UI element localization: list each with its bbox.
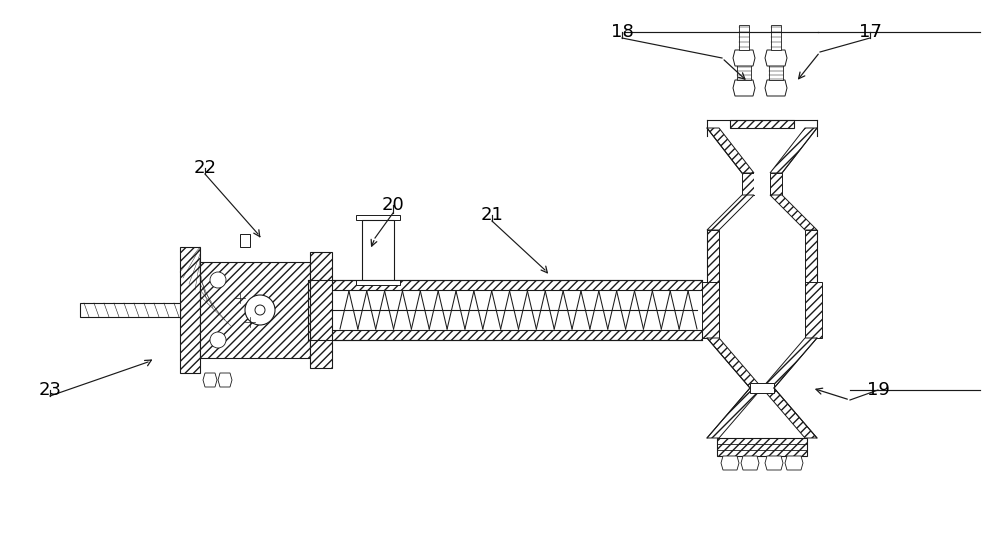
Polygon shape [707, 338, 762, 388]
Bar [750, 383, 774, 393]
Bar [739, 25, 749, 50]
Circle shape [210, 272, 226, 288]
Bar [80, 303, 180, 317]
Text: 22: 22 [194, 159, 217, 177]
Polygon shape [203, 373, 217, 387]
Bar [754, 173, 770, 195]
Polygon shape [707, 195, 754, 230]
Bar [240, 234, 250, 247]
Text: 20: 20 [382, 196, 404, 214]
Bar [356, 215, 400, 220]
Text: 18: 18 [611, 23, 633, 41]
Polygon shape [765, 50, 787, 66]
Polygon shape [707, 388, 762, 438]
Polygon shape [770, 195, 817, 230]
Polygon shape [770, 128, 817, 173]
Bar [737, 65, 751, 80]
Polygon shape [310, 252, 332, 368]
Polygon shape [200, 262, 310, 358]
Bar [771, 25, 781, 50]
Polygon shape [741, 456, 759, 470]
Circle shape [255, 305, 265, 315]
Polygon shape [805, 230, 817, 290]
Bar [717, 438, 807, 456]
Bar [356, 280, 400, 285]
Polygon shape [785, 456, 803, 470]
Polygon shape [180, 247, 200, 373]
Polygon shape [308, 330, 702, 340]
Text: 21: 21 [481, 206, 503, 224]
Polygon shape [742, 173, 754, 195]
Polygon shape [721, 456, 739, 470]
Text: 23: 23 [39, 381, 62, 399]
Polygon shape [733, 80, 755, 96]
Polygon shape [707, 230, 719, 290]
Polygon shape [702, 282, 719, 338]
Polygon shape [762, 338, 817, 388]
Text: 19: 19 [867, 381, 889, 399]
Polygon shape [707, 128, 754, 173]
Circle shape [245, 295, 275, 325]
Polygon shape [770, 173, 782, 195]
Polygon shape [733, 50, 755, 66]
Bar [769, 65, 783, 80]
Polygon shape [218, 373, 232, 387]
Text: 17: 17 [859, 23, 881, 41]
Bar [730, 120, 794, 128]
Polygon shape [765, 456, 783, 470]
Polygon shape [805, 282, 822, 338]
Polygon shape [762, 388, 817, 438]
Polygon shape [765, 80, 787, 96]
Bar [362, 220, 394, 280]
Polygon shape [308, 280, 702, 290]
Circle shape [210, 332, 226, 348]
